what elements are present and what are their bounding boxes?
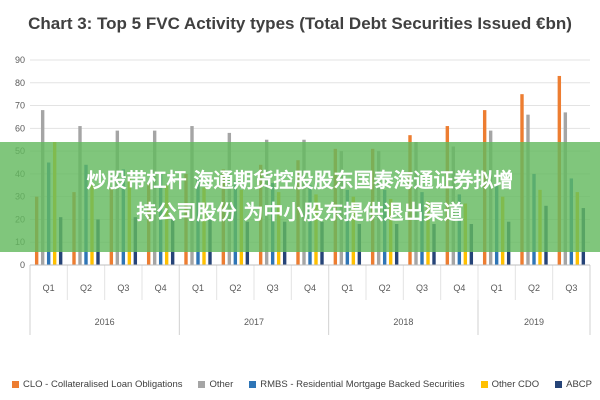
y-tick-label: 0 <box>20 260 25 270</box>
y-tick-label: 90 <box>15 55 25 65</box>
x-tick-label: Q3 <box>117 283 129 293</box>
x-tick-label: Q3 <box>416 283 428 293</box>
legend-item: Other <box>198 379 233 390</box>
legend-item: ABCP <box>555 379 592 390</box>
legend-item: RMBS - Residential Mortgage Backed Secur… <box>249 378 465 390</box>
legend-swatch <box>249 380 257 388</box>
x-tick-label: Q3 <box>267 283 279 293</box>
legend-swatch <box>12 380 19 388</box>
y-tick-label: 60 <box>15 123 25 133</box>
x-tick-label: Q2 <box>379 283 391 293</box>
x-group-label: 2018 <box>393 317 413 327</box>
headline-line-2: 持公司股份 为中小股东提供退出渠道 <box>136 200 464 224</box>
x-tick-label: Q2 <box>229 283 241 293</box>
x-tick-label: Q1 <box>491 283 503 293</box>
x-tick-label: Q4 <box>304 283 316 293</box>
legend-item: CLO - Collateralised Loan Obligations <box>12 379 182 390</box>
x-tick-label: Q2 <box>80 283 92 293</box>
legend-swatch <box>555 380 563 388</box>
news-headline: 炒股带杠杆 海通期货控股股东国泰海通证券拟增 持公司股份 为中小股东提供退出渠道 <box>20 164 580 228</box>
y-tick-label: 70 <box>15 101 25 111</box>
x-tick-label: Q2 <box>528 283 540 293</box>
x-group-label: 2019 <box>524 317 544 327</box>
x-tick-label: Q3 <box>565 283 577 293</box>
chart-legend: CLO - Collateralised Loan Obligations Oth… <box>12 376 592 392</box>
chart-title: Chart 3: Top 5 FVC Activity types (Total… <box>28 14 572 33</box>
x-group-label: 2017 <box>244 317 264 327</box>
legend-label: RMBS - Residential Mortgage Backed Secur… <box>260 378 465 390</box>
x-tick-label: Q4 <box>453 283 465 293</box>
legend-label: Other <box>209 378 234 390</box>
y-tick-label: 80 <box>15 78 25 88</box>
legend-swatch <box>480 380 488 388</box>
headline-line-1: 炒股带杠杆 海通期货控股股东国泰海通证券拟增 <box>86 168 514 192</box>
x-tick-label: Q1 <box>192 283 204 293</box>
x-group-label: 2016 <box>95 317 115 327</box>
news-overlay-banner: 炒股带杠杆 海通期货控股股东国泰海通证券拟增 持公司股份 为中小股东提供退出渠道 <box>0 142 600 252</box>
legend-label: CLO - Collateralised Loan Obligations <box>23 378 183 390</box>
legend-label: Other CDO <box>491 378 540 390</box>
x-tick-label: Q1 <box>43 283 55 293</box>
legend-item: Other CDO <box>480 378 540 390</box>
legend-label: ABCP <box>566 378 592 390</box>
legend-swatch <box>198 380 206 388</box>
x-tick-label: Q4 <box>155 283 167 293</box>
x-tick-label: Q1 <box>341 283 353 293</box>
